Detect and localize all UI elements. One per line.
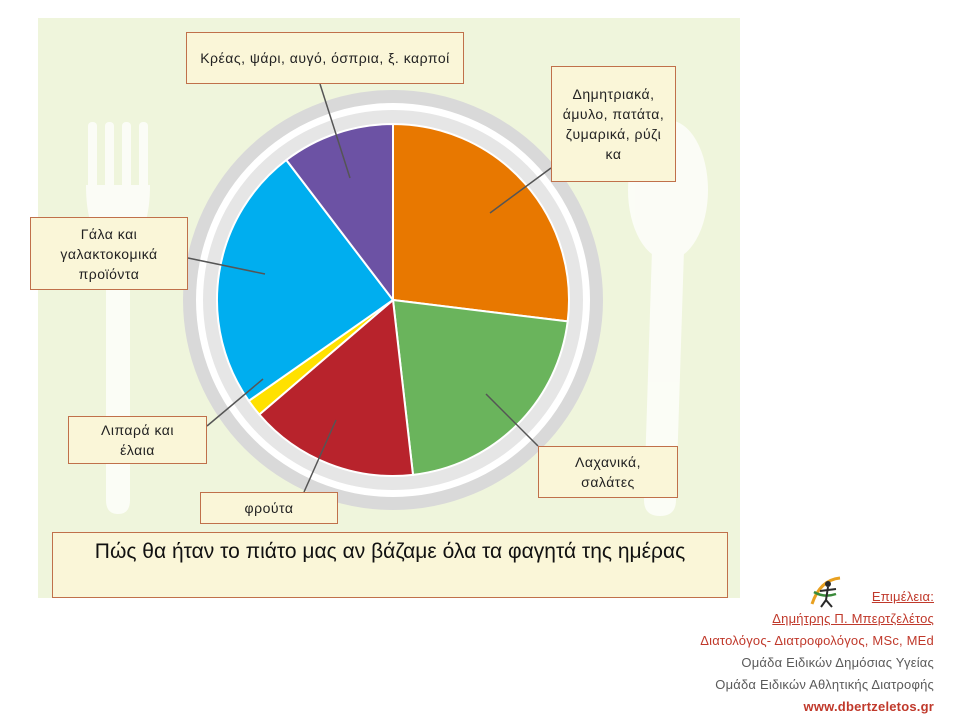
label-fats-text: Λιπαρά και έλαια (101, 422, 174, 458)
label-meat-text: Κρέας, ψάρι, αυγό, όσπρια, ξ. καρποί (200, 50, 450, 66)
chart-title: Πώς θα ήταν το πιάτο μας αν βάζαμε όλα τ… (52, 532, 728, 598)
label-veg-text: Λαχανικά, σαλάτες (575, 454, 641, 490)
label-grains: Δημητριακά, άμυλο, πατάτα, ζυμαρικά, ρύζ… (551, 66, 676, 182)
leader-lines (187, 83, 552, 493)
leader-line-grains (489, 167, 552, 214)
pie-slice-2 (257, 298, 415, 477)
leader-line-veg (485, 393, 539, 447)
leader-line-fruit (303, 419, 337, 493)
label-fruit: φρούτα (200, 492, 338, 524)
credits-org-sports-nutrition: Ομάδα Ειδικών Αθλητικής Διατροφής (715, 677, 934, 692)
pie-slice-0 (392, 122, 570, 323)
credits-author-link[interactable]: Δημήτρης Π. Μπερτζελέτος (772, 611, 934, 626)
leader-line-fats (206, 378, 264, 427)
pie-slice-4 (216, 158, 395, 403)
fork-icon (86, 122, 150, 514)
label-fats: Λιπαρά και έλαια (68, 416, 207, 464)
label-fruit-text: φρούτα (244, 500, 294, 516)
label-meat: Κρέας, ψάρι, αυγό, όσπρια, ξ. καρποί (186, 32, 464, 84)
leader-line-dairy (187, 257, 266, 275)
leader-line-meat (319, 83, 351, 179)
credits-website-link[interactable]: www.dbertzeletos.gr (803, 699, 934, 714)
pie-slice-5 (284, 122, 394, 303)
credits-heading: Επιμέλεια: (871, 589, 934, 604)
label-dairy: Γάλα και γαλακτοκομικά προϊόντα (30, 217, 188, 290)
nutrition-logo-icon (810, 576, 841, 608)
credits-block: Επιμέλεια: Δημήτρης Π. Μπερτζελέτος Διατ… (700, 586, 934, 718)
label-dairy-text: Γάλα και γαλακτοκομικά προϊόντα (60, 225, 158, 282)
credits-role: Διατολόγος- Διατροφολόγος, MSc, MEd (700, 633, 934, 648)
label-grains-text: Δημητριακά, άμυλο, πατάτα, ζυμαρικά, ρύζ… (562, 86, 665, 162)
credits-org-public-health: Ομάδα Ειδικών Δημόσιας Υγείας (741, 655, 934, 670)
label-veg: Λαχανικά, σαλάτες (538, 446, 678, 498)
